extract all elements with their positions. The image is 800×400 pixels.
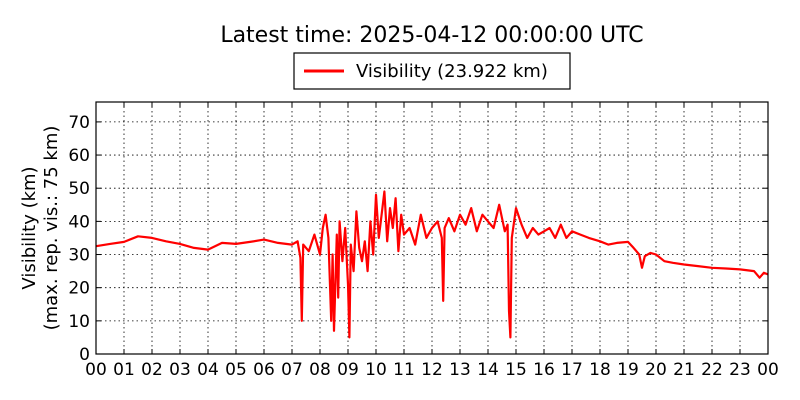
y-axis-tick-labels: 0 10 20 30 40 50 60 70 [68,113,90,365]
y-tick-label: 30 [68,246,90,266]
legend: Visibility (23.922 km) [293,52,571,90]
x-axis-tick-labels: 00 01 02 03 04 05 06 07 08 09 10 11 12 13 14 15 16 17 18 19… [85,360,779,380]
x-tick-label: 21 [673,360,695,380]
y-axis-label-line2: (max. rep. vis.: 75 km) [41,126,62,331]
x-tick-label: 20 [645,360,667,380]
x-tick-label: 22 [701,360,723,380]
x-tick-label: 08 [309,360,331,380]
x-tick-label: 17 [561,360,583,380]
x-tick-label: 07 [281,360,303,380]
x-tick-label: 12 [421,360,443,380]
x-tick-label: 23 [729,360,751,380]
x-tick-label: 05 [225,360,247,380]
y-tick-label: 10 [68,312,90,332]
y-tick-label: 0 [79,345,90,365]
x-tick-label: 00 [757,360,779,380]
y-tick-label: 60 [68,146,90,166]
y-tick-label: 50 [68,179,90,199]
x-tick-label: 18 [589,360,611,380]
x-tick-label: 13 [449,360,471,380]
series-line-visibility [95,190,769,339]
y-tick-label: 40 [68,212,90,232]
x-tick-label: 03 [169,360,191,380]
ticks [95,102,769,355]
x-tick-label: 19 [617,360,639,380]
x-tick-label: 06 [253,360,275,380]
y-axis-label-line1: Visibility (km) [19,166,40,289]
chart-title: Latest time: 2025-04-12 00:00:00 UTC [220,23,643,48]
y-tick-label: 20 [68,279,90,299]
x-tick-label: 16 [533,360,555,380]
x-tick-label: 15 [505,360,527,380]
x-tick-label: 00 [85,360,107,380]
x-tick-label: 14 [477,360,499,380]
legend-label: Visibility (23.922 km) [356,61,548,82]
x-tick-label: 01 [113,360,135,380]
y-axis-label: Visibility (km) (max. rep. vis.: 75 km) [19,126,62,331]
x-tick-label: 10 [365,360,387,380]
x-tick-label: 02 [141,360,163,380]
x-tick-label: 09 [337,360,359,380]
x-tick-label: 11 [393,360,415,380]
y-tick-label: 70 [68,113,90,133]
x-tick-label: 04 [197,360,219,380]
